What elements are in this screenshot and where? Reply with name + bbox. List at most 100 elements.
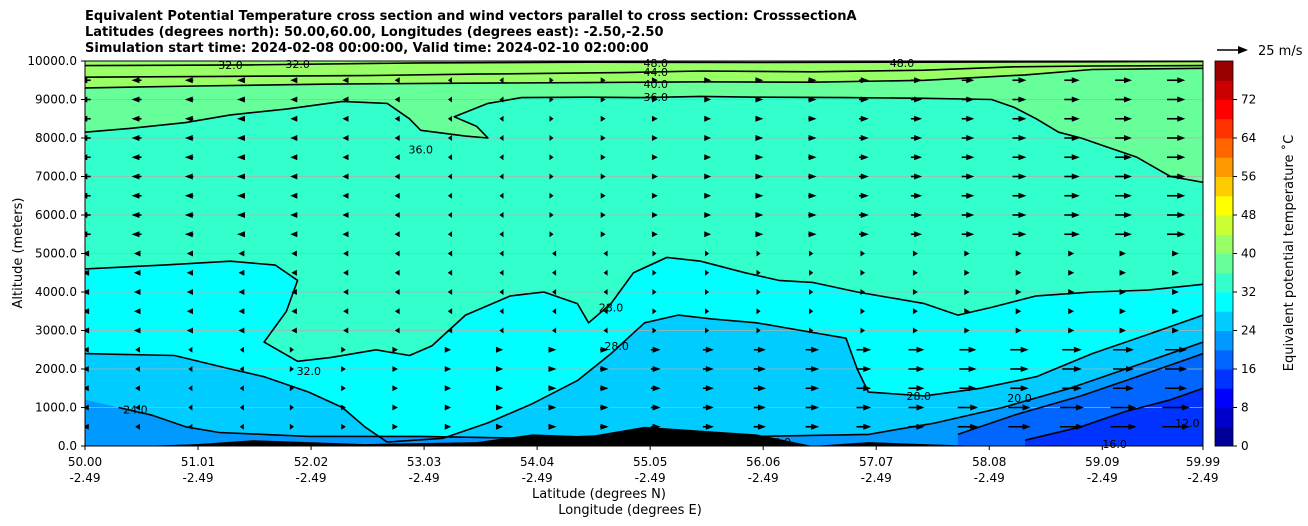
wind-head xyxy=(1071,96,1080,103)
wind-head xyxy=(131,96,140,103)
wind-head xyxy=(1179,385,1188,392)
wind-vector xyxy=(961,212,975,218)
wind-vector xyxy=(238,308,245,315)
wind-vector xyxy=(85,289,90,295)
y-tick-label: 9000.0 xyxy=(35,93,77,107)
wind-head xyxy=(1071,154,1080,161)
wind-head xyxy=(342,173,349,180)
x-tick-label-lat: 57.07 xyxy=(859,455,893,469)
wind-head xyxy=(1177,135,1186,141)
wind-head xyxy=(444,404,452,411)
wind-head xyxy=(444,385,452,392)
wind-vector xyxy=(959,366,977,372)
colorbar-tick-label: 48 xyxy=(1241,208,1256,222)
wind-head xyxy=(603,308,608,315)
wind-head xyxy=(85,96,88,103)
wind-head xyxy=(447,269,453,276)
wind-vector xyxy=(290,192,298,199)
wind-head xyxy=(184,154,193,161)
wind-vector xyxy=(186,250,194,257)
wind-vector xyxy=(702,404,714,411)
chart-title-line-3: Simulation start time: 2024-02-08 00:00:… xyxy=(85,41,649,56)
wind-head xyxy=(291,289,297,295)
wind-vector xyxy=(1012,212,1027,218)
contour-label-48-1: 32.0 xyxy=(285,58,310,71)
wind-head xyxy=(600,385,609,392)
colorbar-segment xyxy=(1215,176,1233,197)
wind-vector xyxy=(1064,212,1080,218)
wind-head xyxy=(499,269,504,276)
wind-vector xyxy=(549,212,554,218)
wind-vector xyxy=(342,212,349,218)
wind-head xyxy=(809,289,814,295)
contour-label-48-3: 48.0 xyxy=(890,57,915,70)
wind-head xyxy=(85,327,90,334)
wind-vector xyxy=(1115,212,1132,218)
wind-vector xyxy=(341,346,346,353)
wind-vector xyxy=(1064,77,1080,84)
contour-label-28-0: 28.0 xyxy=(599,301,624,314)
wind-vector xyxy=(805,366,820,372)
wind-vector xyxy=(343,308,349,315)
x-tick-label-lon: -2.49 xyxy=(861,471,892,485)
wind-head xyxy=(186,327,194,334)
wind-head xyxy=(705,289,710,295)
x-tick-label-lat: 50.00 xyxy=(68,455,102,469)
wind-head xyxy=(342,154,349,161)
wind-vector xyxy=(290,77,298,84)
wind-vector xyxy=(704,154,712,161)
x-tick-label-lat: 54.04 xyxy=(520,455,554,469)
wind-vector xyxy=(131,212,142,218)
wind-head xyxy=(1181,404,1190,411)
wind-vector xyxy=(808,115,817,122)
wind-vector xyxy=(1113,366,1134,372)
x-tick-label-lat: 52.02 xyxy=(294,455,328,469)
wind-head xyxy=(186,250,194,257)
wind-head xyxy=(757,423,766,430)
wind-vector xyxy=(85,423,89,430)
wind-vector xyxy=(957,404,979,411)
wind-head xyxy=(548,404,557,411)
wind-vector xyxy=(1012,77,1027,84)
wind-head xyxy=(652,346,661,353)
wind-head xyxy=(290,173,298,180)
wind-head xyxy=(495,346,504,353)
wind-head xyxy=(133,289,141,295)
wind-head xyxy=(1018,231,1027,238)
colorbar-segment xyxy=(1215,215,1233,235)
wind-vector xyxy=(290,115,298,122)
wind-head xyxy=(1119,250,1126,257)
wind-head xyxy=(239,385,244,392)
contour-label-28-1: 28.0 xyxy=(604,340,629,353)
x-tick-label-lon: -2.49 xyxy=(409,471,440,485)
wind-vector xyxy=(394,250,400,257)
wind-head xyxy=(135,404,140,411)
wind-vector xyxy=(131,115,142,122)
wind-vector xyxy=(756,269,761,276)
wind-vector xyxy=(1165,366,1188,372)
wind-head xyxy=(1022,404,1031,411)
wind-head xyxy=(860,192,869,199)
wind-head xyxy=(236,173,245,180)
wind-head xyxy=(236,154,245,161)
wind-vector xyxy=(650,423,661,430)
wind-head xyxy=(1068,250,1075,257)
wind-head xyxy=(549,115,554,122)
wind-vector xyxy=(186,289,194,295)
wind-vector xyxy=(239,423,244,430)
wind-head xyxy=(1018,154,1027,161)
contour-line-32 xyxy=(85,256,1203,363)
contour-label-40-0: 40.0 xyxy=(644,78,669,91)
wind-head xyxy=(809,308,814,315)
wind-head xyxy=(1071,192,1080,199)
wind-head xyxy=(394,212,400,218)
wind-vector xyxy=(702,385,714,392)
wind-vector xyxy=(447,77,453,84)
wind-vector xyxy=(1115,192,1132,199)
wind-head xyxy=(495,423,504,430)
wind-head xyxy=(236,231,245,238)
wind-vector xyxy=(447,308,453,315)
wind-head xyxy=(495,366,504,372)
wind-head xyxy=(1179,366,1188,372)
wind-head xyxy=(966,231,975,238)
